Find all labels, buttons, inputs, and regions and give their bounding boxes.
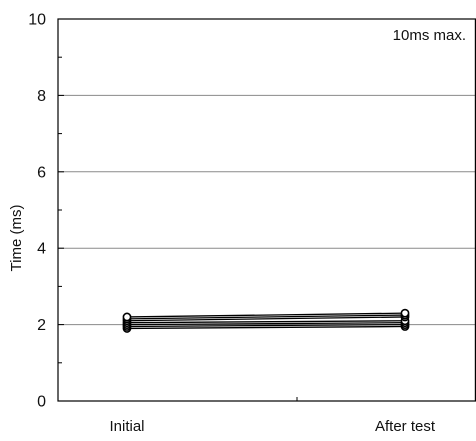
grid-lines [58,94,476,326]
series-line-1 [126,323,406,328]
plot-frame [57,18,476,402]
series-layer [122,308,410,333]
x-tick-label-1: After test [375,418,436,435]
y-tick-label-6: 6 [37,164,46,181]
series-line-2 [126,322,406,326]
series-line-3 [126,320,406,324]
series-line-6 [126,312,406,318]
series-line-5 [126,314,406,320]
y-axis-label: Time (ms) [8,205,25,272]
data-point-6-0 [122,312,132,322]
x-tick-label-0: Initial [109,418,144,435]
y-ticks: 0 2 4 6 8 10 [28,12,64,411]
series-6 [122,308,410,322]
max-annotation: 10ms max. [393,27,466,44]
series-line-4 [126,316,406,322]
x-ticks: Initial After test [109,397,436,435]
axes [57,18,476,402]
y-tick-label-4: 4 [37,241,46,258]
y-tick-label-0: 0 [37,394,46,411]
data-point-6-1 [400,308,410,318]
y-tick-label-8: 8 [37,88,46,105]
y-tick-label-10: 10 [28,12,46,29]
y-tick-label-2: 2 [37,317,46,334]
series-line-0 [126,325,406,330]
